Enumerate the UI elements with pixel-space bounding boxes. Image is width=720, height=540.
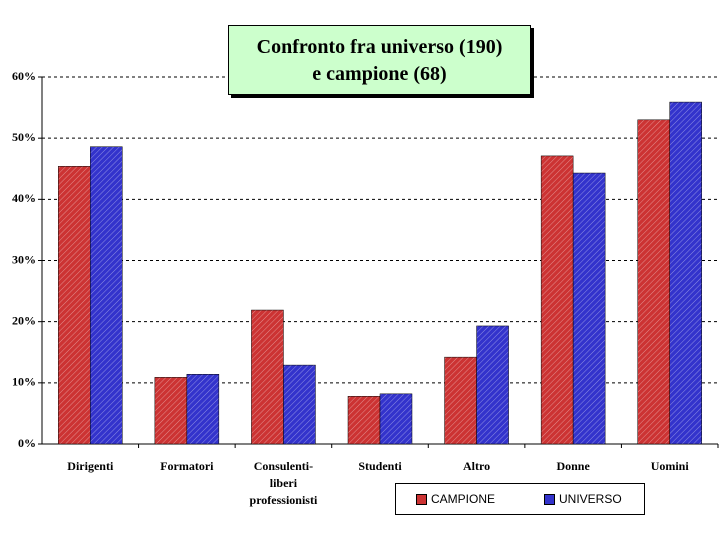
bar bbox=[379, 393, 413, 445]
bar bbox=[637, 119, 670, 445]
x-tick-label: Altro bbox=[463, 459, 491, 473]
x-tick-label: Studenti bbox=[358, 459, 402, 473]
bar bbox=[283, 364, 316, 445]
bar bbox=[347, 396, 381, 445]
y-tick-label: 50% bbox=[12, 130, 36, 144]
legend-item: CAMPIONE bbox=[416, 492, 495, 506]
legend-swatch bbox=[416, 493, 427, 505]
x-tick-label: Formatori bbox=[160, 459, 214, 473]
x-tick-label: Dirigenti bbox=[67, 459, 114, 473]
y-tick-label: 40% bbox=[12, 191, 36, 205]
x-tick-label: Consulenti- liberi professionisti bbox=[249, 459, 318, 507]
x-tick-label: Uomini bbox=[650, 459, 689, 473]
y-tick-label: 60% bbox=[12, 69, 36, 83]
bar bbox=[669, 101, 702, 445]
x-tick-label: Donne bbox=[556, 459, 590, 473]
y-tick-label: 10% bbox=[12, 375, 36, 389]
y-tick-label: 20% bbox=[12, 313, 36, 327]
legend-swatch bbox=[544, 493, 555, 505]
bar bbox=[154, 377, 188, 445]
legend-label: CAMPIONE bbox=[431, 492, 496, 506]
bar bbox=[476, 325, 509, 445]
bar bbox=[572, 172, 606, 445]
y-tick-label: 30% bbox=[12, 252, 36, 266]
bar bbox=[540, 155, 574, 445]
bar bbox=[58, 166, 91, 445]
y-tick-label: 0% bbox=[18, 436, 36, 450]
legend-item: UNIVERSO bbox=[544, 492, 622, 506]
bar bbox=[90, 146, 123, 445]
legend: CAMPIONE UNIVERSO bbox=[395, 483, 645, 515]
legend-label: UNIVERSO bbox=[559, 492, 622, 506]
chart-title: Confronto fra universo (190) e campione … bbox=[228, 25, 531, 95]
bar bbox=[444, 356, 477, 445]
bar bbox=[186, 374, 220, 445]
bar bbox=[251, 309, 284, 445]
